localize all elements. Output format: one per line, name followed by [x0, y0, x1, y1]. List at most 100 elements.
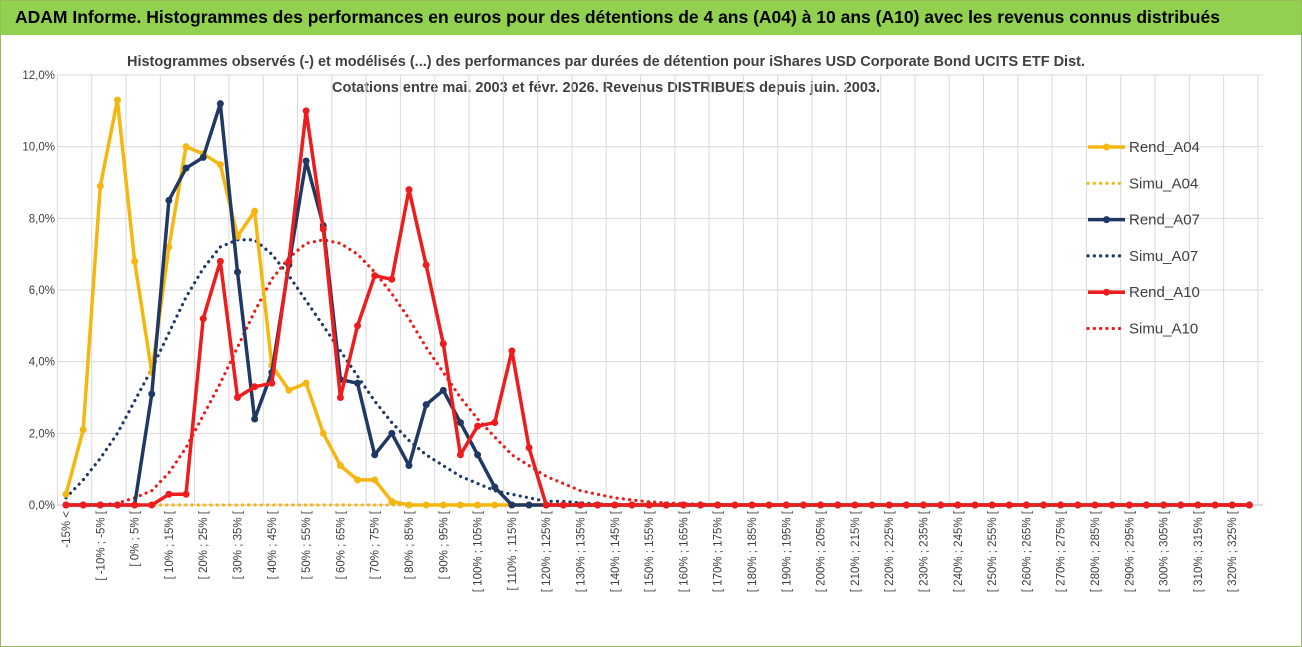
data-point-rend-a10: [199, 315, 207, 323]
y-tick-label: 12,0%: [22, 70, 55, 82]
data-point-rend-a10: [148, 501, 156, 509]
x-tick-label: [ 90% ; 95% [: [438, 510, 450, 579]
data-point-rend-a10: [1228, 501, 1236, 509]
data-point-rend-a04: [79, 426, 87, 434]
data-point-rend-a10: [628, 501, 636, 509]
data-point-rend-a10: [731, 501, 739, 509]
data-point-rend-a04: [319, 429, 327, 437]
data-point-rend-a04: [62, 490, 70, 498]
x-tick-label: [ 70% ; 75% [: [370, 510, 382, 579]
data-point-rend-a10: [559, 501, 567, 509]
data-point-rend-a04: [474, 501, 482, 509]
x-tick-label: [ -10% ; -5% [: [95, 510, 107, 580]
data-point-rend-a10: [1245, 501, 1253, 509]
data-point-rend-a04: [405, 501, 413, 509]
data-point-rend-a07: [508, 501, 516, 509]
data-point-rend-a10: [525, 444, 533, 452]
data-point-rend-a07: [491, 483, 499, 491]
data-point-rend-a04: [96, 182, 104, 190]
data-point-rend-a10: [714, 501, 722, 509]
x-tick-label: [ 210% ; 215% [: [850, 510, 862, 592]
x-tick-label: [ 80% ; 85% [: [404, 510, 416, 579]
data-point-rend-a10: [354, 322, 362, 330]
data-point-rend-a04: [371, 476, 379, 484]
data-point-rend-a10: [1057, 501, 1065, 509]
legend-marker-rend-a10: [1103, 288, 1110, 296]
data-point-rend-a10: [971, 501, 979, 509]
data-point-rend-a10: [577, 501, 584, 509]
x-tick-label: [ 310% ; 315% [: [1193, 510, 1205, 592]
data-point-rend-a10: [422, 261, 430, 269]
data-point-rend-a10: [834, 501, 842, 509]
x-tick-label: [ 150% ; 155% [: [644, 510, 656, 592]
data-point-rend-a10: [1194, 501, 1202, 509]
data-point-rend-a10: [954, 501, 962, 509]
x-tick-label: [ 160% ; 165% [: [678, 510, 690, 592]
data-point-rend-a10: [679, 501, 687, 509]
data-point-rend-a10: [439, 340, 447, 348]
legend-label-simu-a07: Simu_A07: [1129, 248, 1198, 265]
data-point-rend-a10: [1022, 501, 1030, 509]
data-point-rend-a10: [96, 501, 104, 509]
y-tick-label: 10,0%: [22, 142, 55, 154]
data-point-rend-a04: [216, 161, 224, 169]
data-point-rend-a10: [765, 501, 773, 509]
data-point-rend-a10: [62, 501, 70, 509]
data-point-rend-a10: [1160, 501, 1168, 509]
legend-label-simu-a10: Simu_A10: [1129, 321, 1198, 338]
data-point-rend-a10: [113, 501, 121, 509]
data-point-rend-a04: [388, 497, 396, 505]
data-point-rend-a04: [302, 379, 310, 387]
data-point-rend-a10: [817, 501, 825, 509]
data-point-rend-a10: [1074, 501, 1082, 509]
data-point-rend-a10: [799, 501, 807, 509]
data-point-rend-a10: [371, 272, 379, 280]
x-tick-label: [ 250% ; 255% [: [987, 510, 999, 592]
data-point-rend-a07: [525, 501, 533, 509]
data-point-rend-a04: [113, 96, 121, 104]
x-tick-label: [ 20% ; 25% [: [198, 510, 210, 579]
data-point-rend-a04: [456, 501, 464, 509]
data-point-rend-a10: [336, 394, 344, 401]
data-point-rend-a07: [456, 419, 464, 427]
legend-marker-rend-a04: [1103, 143, 1110, 151]
data-point-rend-a10: [319, 225, 327, 233]
data-point-rend-a10: [1142, 501, 1150, 509]
x-tick-label: [ 120% ; 125% [: [541, 510, 553, 592]
x-tick-label: [ 220% ; 225% [: [884, 510, 896, 592]
data-point-rend-a07: [165, 196, 173, 204]
data-point-rend-a04: [182, 143, 190, 151]
y-tick-label: 6,0%: [29, 285, 55, 297]
data-point-rend-a10: [285, 257, 293, 265]
data-point-rend-a07: [405, 462, 413, 470]
data-point-rend-a04: [439, 501, 447, 509]
y-tick-label: 2,0%: [29, 428, 55, 440]
data-point-rend-a10: [542, 501, 550, 509]
data-point-rend-a07: [148, 390, 156, 398]
data-point-rend-a10: [1108, 501, 1116, 509]
data-point-rend-a07: [474, 451, 482, 459]
x-tick-label: [ 280% ; 285% [: [1090, 510, 1102, 592]
data-point-rend-a10: [662, 501, 670, 509]
series-line-rend-a07: [66, 101, 1250, 507]
x-tick-label: [ 240% ; 245% [: [953, 510, 965, 592]
chart-title: Histogrammes observés (-) et modélisés (…: [127, 54, 1085, 70]
data-point-rend-a10: [782, 501, 790, 509]
data-point-rend-a04: [336, 462, 344, 470]
data-point-rend-a07: [439, 386, 447, 394]
y-tick-label: 8,0%: [29, 213, 55, 225]
data-point-rend-a10: [491, 419, 499, 427]
data-point-rend-a10: [937, 501, 945, 509]
data-point-rend-a10: [645, 501, 653, 509]
data-point-rend-a10: [1177, 501, 1185, 509]
x-tick-label: [ 110% ; 115% [: [507, 510, 519, 590]
x-tick-label: [ 190% ; 195% [: [781, 510, 793, 592]
data-point-rend-a10: [302, 107, 310, 115]
header-bar: ADAM Informe. Histogrammes des performan…: [1, 1, 1301, 35]
data-point-rend-a10: [988, 501, 996, 509]
x-tick-label: [ 140% ; 145% [: [610, 510, 622, 592]
data-point-rend-a07: [388, 429, 396, 437]
page-title: ADAM Informe. Histogrammes des performan…: [15, 7, 1220, 27]
data-point-rend-a04: [491, 501, 499, 509]
